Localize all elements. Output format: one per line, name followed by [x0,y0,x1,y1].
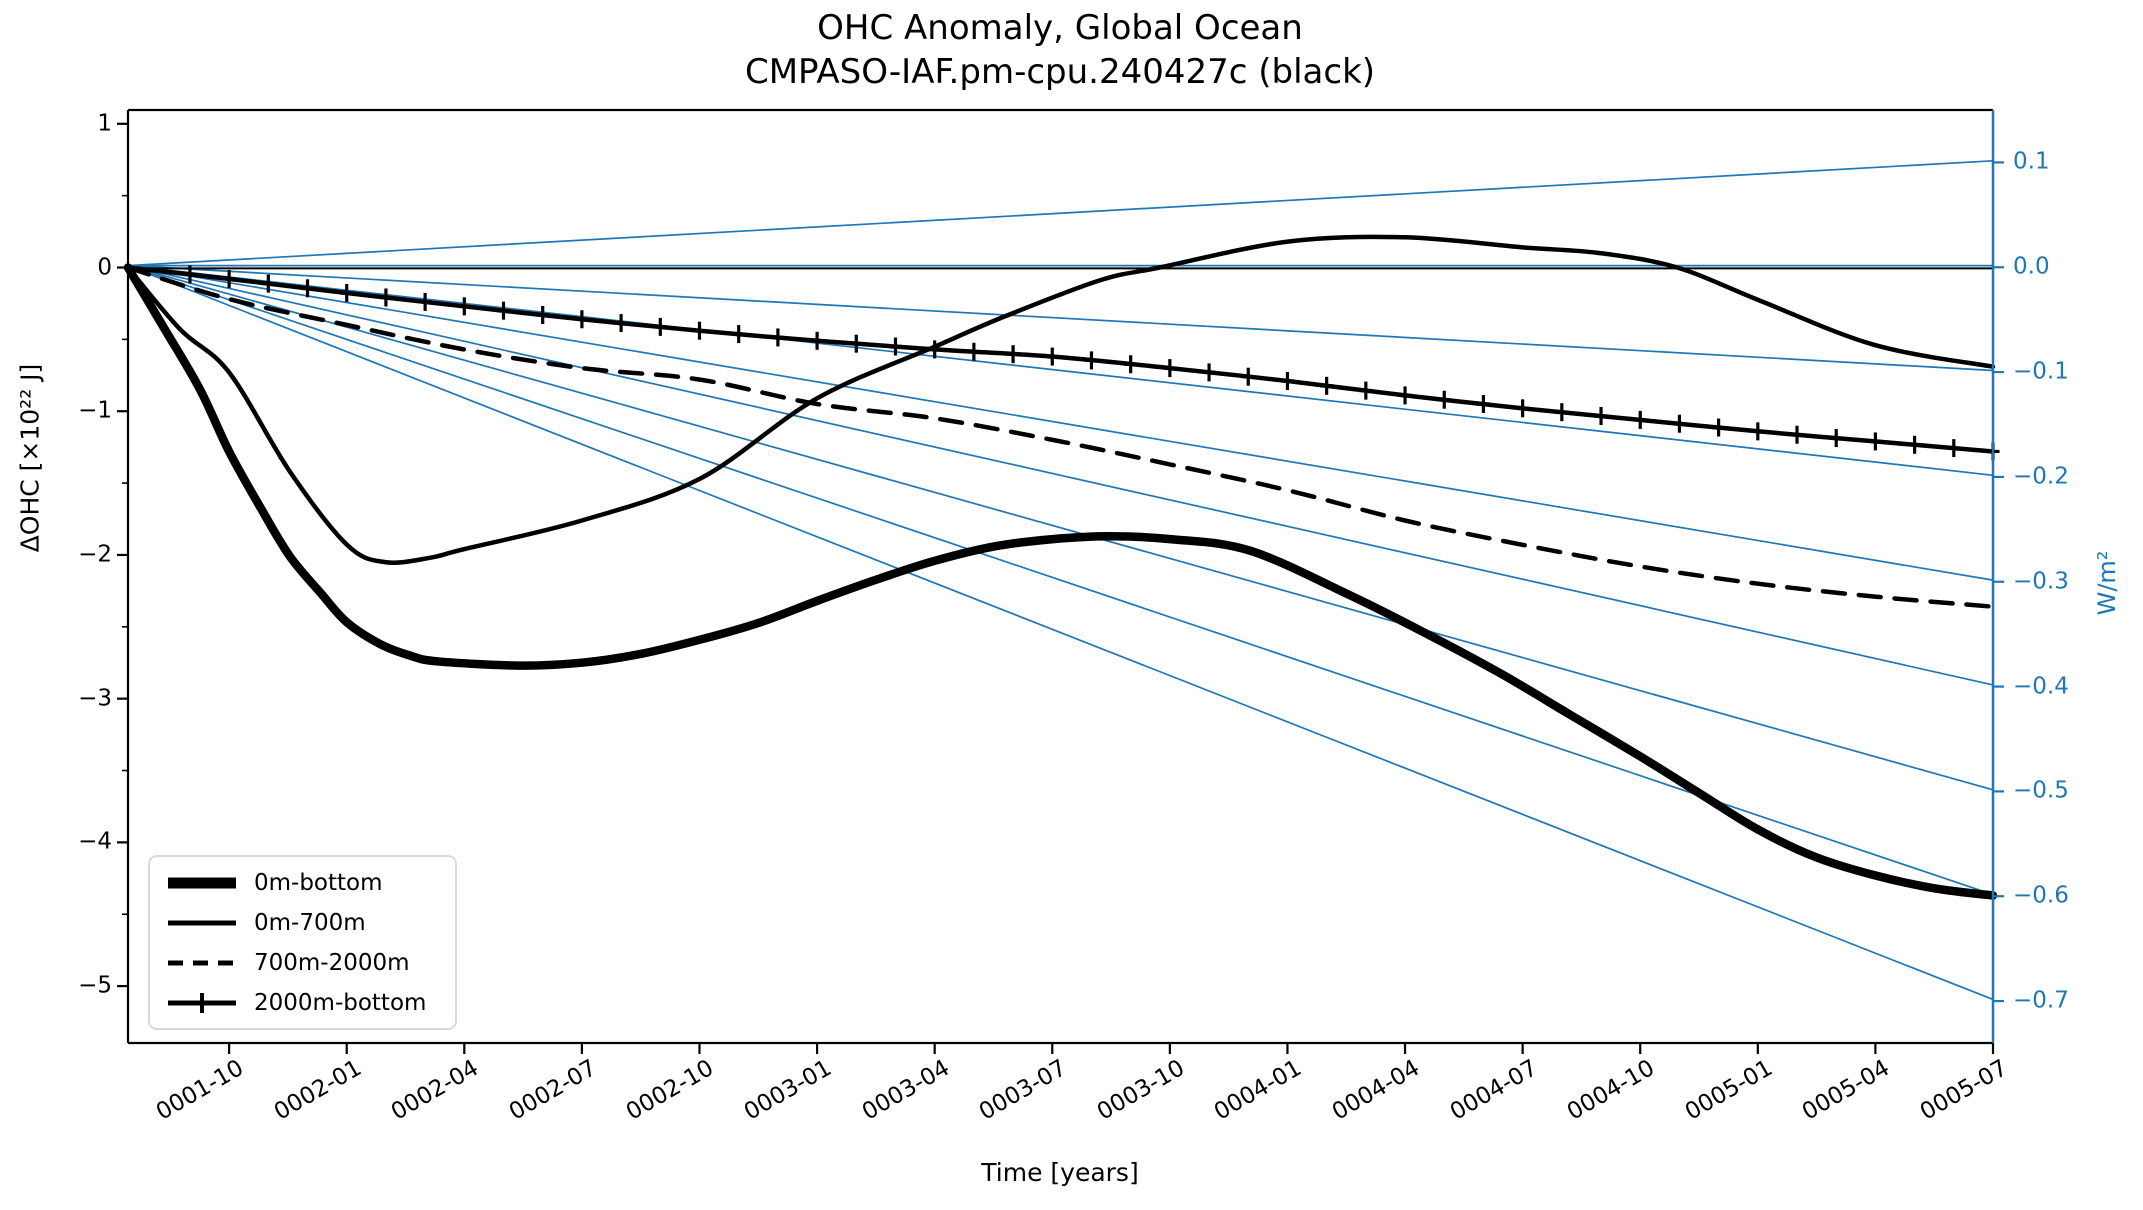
legend-item-0m-700m: 0m-700m [166,903,455,943]
legend-item-0m-bottom: 0m-bottom [166,863,455,903]
reference-line--0.2-wm2 [127,264,1994,477]
legend-sample-solid-line [168,920,236,926]
legend-label: 2000m-bottom [254,990,427,1016]
axes-spines-and-ticks [117,108,2004,1054]
reference-line--0.7-wm2 [127,264,1994,1001]
legend-item-2000m-bottom: 2000m-bottom [166,983,455,1023]
legend-label: 700m-2000m [254,950,410,976]
reference-line--0.3-wm2 [127,264,1994,581]
series-0m-bottom [123,263,1998,900]
reference-fan-lines [127,159,1994,1001]
legend-sample-solid-thick-line [168,877,236,889]
series-2000m-bottom [125,265,2000,461]
reference-line--0.4-wm2 [127,264,1994,686]
legend-item-700m-2000m: 700m-2000m [166,943,455,983]
legend-label: 0m-bottom [254,870,383,896]
reference-line-0.1-wm2 [127,159,1994,267]
series-line-700m-2000m [125,265,1996,609]
series-line-0m-bottom [123,263,1998,900]
legend-box: 0m-bottom 0m-700m 700m-2000m 2000m-botto… [148,855,457,1030]
series-700m-2000m [125,265,1996,609]
series-0m-700m [125,234,1996,565]
legend-sample-plus-marker-line [168,993,236,1013]
reference-line--0.6-wm2 [127,264,1994,896]
legend-label: 0m-700m [254,910,366,936]
series-line-0m-700m [125,234,1996,565]
legend-sample-dashed-line [168,960,236,966]
reference-line--0.1-wm2 [127,264,1994,372]
reference-line--0.5-wm2 [127,264,1994,791]
